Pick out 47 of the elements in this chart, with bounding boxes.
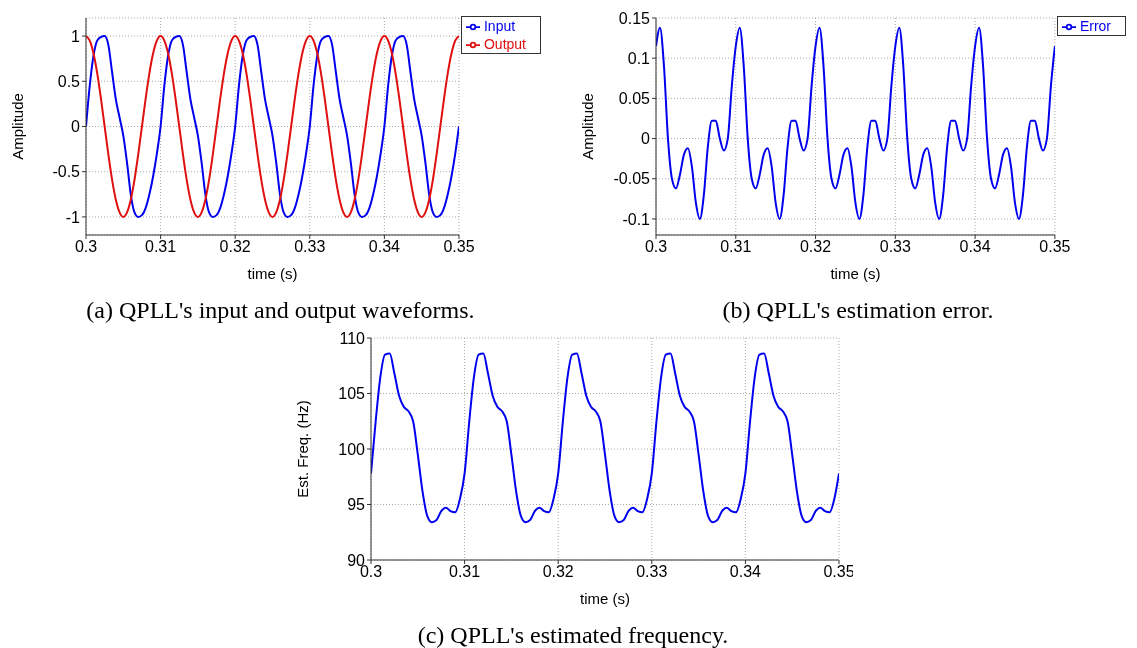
y-axis-title: Amplitude [9, 93, 27, 160]
x-tick-label: 0.31 [720, 238, 752, 256]
y-tick-label: 95 [347, 496, 366, 514]
x-tick-label: 0.35 [823, 563, 855, 581]
x-tick-label: 0.32 [799, 238, 832, 256]
y-tick-label: 0.1 [627, 49, 651, 67]
x-tick-label: 0.3 [74, 238, 98, 256]
x-tick-label: 0.32 [219, 238, 251, 256]
line-series [371, 352, 839, 524]
x-tick-label: 0.34 [368, 238, 401, 256]
x-axis-title: time (s) [580, 590, 630, 607]
y-tick-label: 105 [338, 385, 366, 403]
y-axis-title: Est. Freq. (Hz) [294, 400, 312, 498]
x-axis-title: time (s) [830, 265, 881, 282]
x-tick-label: 0.31 [449, 563, 481, 581]
text: (a) QPLL's input and output waveforms. [85, 297, 476, 324]
x-tick-label: 0.35 [443, 238, 475, 256]
x-tick-label: 0.31 [145, 238, 177, 256]
y-tick-label: -0.05 [613, 170, 651, 188]
y-tick-label: 0 [71, 118, 81, 136]
y-axis-title: Amplitude [579, 93, 597, 160]
line-series [86, 35, 459, 218]
y-tick-label: 1 [71, 27, 81, 45]
text: (b) QPLL's estimation error. [721, 297, 995, 324]
x-tick-label: 0.34 [729, 563, 762, 581]
y-tick-label: 0.5 [57, 72, 81, 90]
x-tick-label: 0.34 [959, 238, 991, 256]
x-axis-title: time (s) [247, 265, 298, 282]
legend-label: Error [1079, 18, 1111, 34]
y-tick-label: 0 [641, 130, 651, 148]
y-tick-label: 0.05 [618, 90, 651, 108]
legend-label: Input [483, 18, 516, 34]
x-tick-label: 0.32 [542, 563, 574, 581]
x-tick-label: 0.35 [1039, 238, 1071, 256]
y-tick-label: 110 [339, 329, 366, 347]
x-tick-label: 0.33 [879, 238, 911, 256]
y-tick-label: -0.1 [622, 210, 651, 228]
y-tick-label: 0.15 [618, 9, 651, 27]
line-series [656, 26, 1055, 220]
y-tick-label: -0.5 [52, 163, 81, 181]
y-tick-label: -1 [65, 208, 81, 226]
x-tick-label: 0.33 [294, 238, 326, 256]
x-tick-label: 0.33 [636, 563, 668, 581]
text: (c) QPLL's estimated frequency. [416, 622, 730, 648]
y-tick-label: 100 [338, 440, 366, 458]
x-tick-label: 0.3 [644, 238, 668, 256]
legend-label: Output [483, 36, 526, 52]
